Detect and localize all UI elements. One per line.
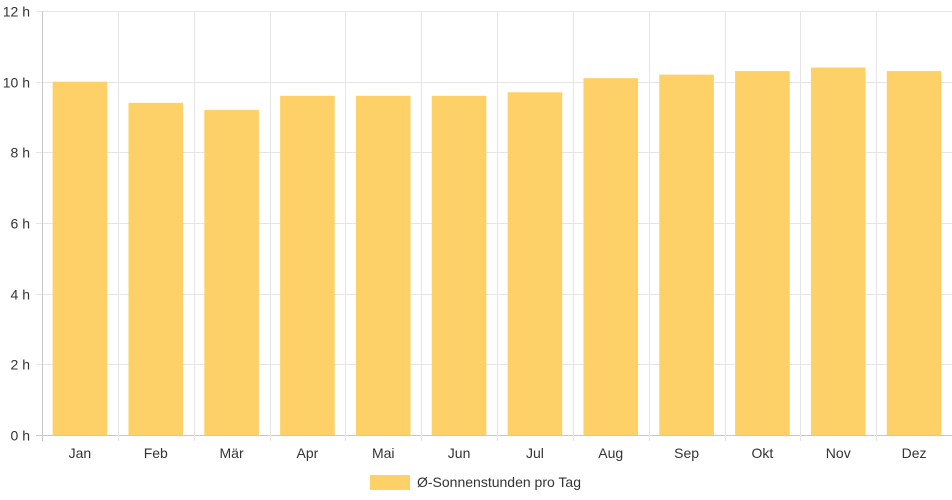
legend-label[interactable]: Ø-Sonnenstunden pro Tag [417, 474, 581, 490]
bar[interactable] [128, 102, 184, 435]
y-tick-label: 0 h [11, 428, 30, 444]
axes: 0 h 2 h 4 h 6 h 8 h 10 h 12 h Jan Feb Mär Apr Mai Ju… [3, 4, 927, 462]
y-tick-label: 8 h [11, 145, 30, 161]
y-tick-label: 6 h [11, 216, 30, 232]
bar[interactable] [431, 95, 487, 436]
y-tick-label: 4 h [11, 287, 30, 303]
x-tick-label: Jan [69, 445, 92, 461]
y-tick-label: 2 h [11, 357, 30, 373]
y-tick-label: 10 h [3, 75, 30, 91]
bar[interactable] [659, 74, 714, 435]
x-tick-label: Jul [526, 445, 544, 461]
bar[interactable] [204, 109, 259, 435]
bar[interactable] [886, 71, 942, 436]
x-tick-label: Nov [826, 445, 851, 461]
x-tick-label: Aug [598, 445, 623, 461]
x-tick-label: Mai [372, 445, 395, 461]
bar[interactable] [810, 67, 866, 436]
grid [36, 11, 952, 441]
bar[interactable] [280, 95, 335, 436]
x-tick-label: Apr [297, 445, 319, 461]
bar[interactable] [507, 92, 563, 436]
bar[interactable] [52, 81, 108, 436]
x-tick-label: Sep [674, 445, 699, 461]
y-tick-label: 12 h [3, 4, 30, 20]
x-tick-label: Dez [902, 445, 927, 461]
x-tick-label: Jun [448, 445, 471, 461]
bar[interactable] [355, 95, 411, 436]
x-tick-label: Feb [144, 445, 168, 461]
legend-swatch[interactable] [370, 475, 410, 490]
x-tick-label: Okt [752, 445, 774, 461]
bars [52, 67, 942, 436]
bar[interactable] [583, 78, 639, 435]
x-tick-label: Mär [220, 445, 244, 461]
legend[interactable]: Ø-Sonnenstunden pro Tag [370, 474, 581, 490]
bar[interactable] [735, 71, 790, 436]
